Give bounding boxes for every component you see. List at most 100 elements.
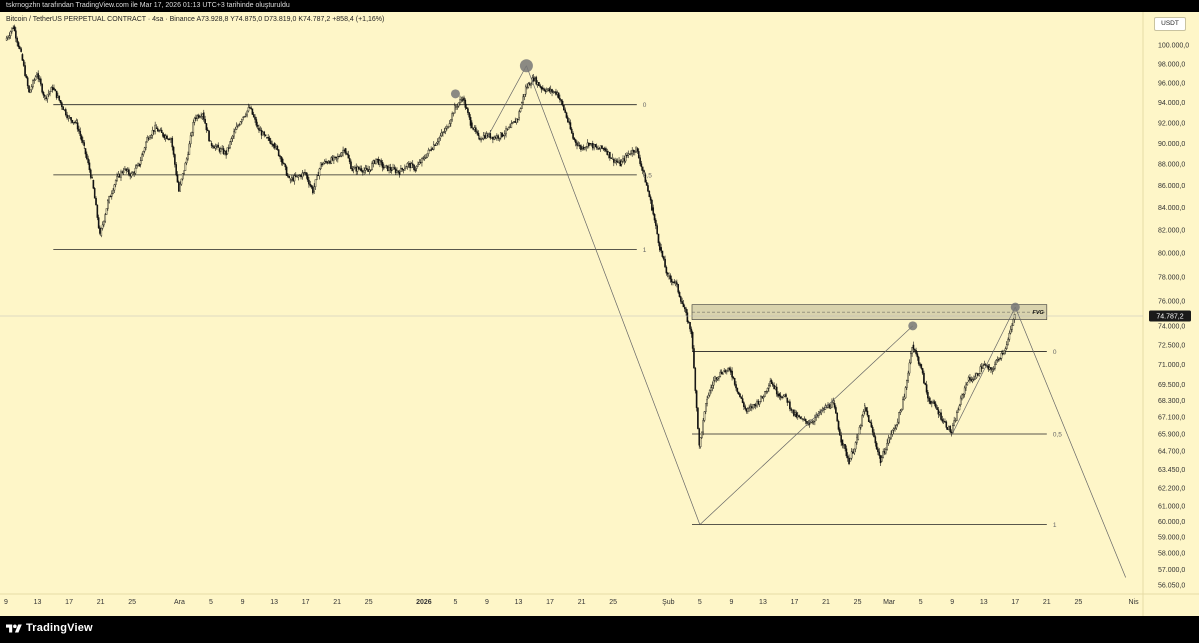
candle-body — [581, 146, 584, 149]
candle-body — [334, 156, 336, 158]
candle-body — [961, 394, 963, 399]
candle-body — [574, 139, 577, 143]
candle-body — [521, 102, 523, 109]
candle-body — [296, 175, 298, 177]
candlestick-chart[interactable]: 100.000,0 98.000,0 96.000,0 94.000,0 92.000,… — [0, 12, 1199, 616]
candle-body — [273, 143, 276, 149]
candle-body — [1009, 329, 1012, 334]
candle-body — [556, 92, 559, 95]
candle-body — [217, 144, 220, 148]
candle-body — [595, 146, 598, 148]
fib-level-label: 1 — [643, 247, 647, 254]
candle-body — [49, 91, 51, 94]
candle-body — [153, 130, 155, 132]
candle-body — [539, 85, 542, 88]
candle-body — [309, 183, 312, 186]
candle-body — [840, 435, 842, 443]
x-tick-label: 5 — [453, 599, 457, 606]
candle-body — [1011, 325, 1013, 330]
chart-area[interactable]: 100.000,0 98.000,0 96.000,0 94.000,0 92.000,… — [0, 12, 1199, 616]
candle-body — [758, 401, 761, 405]
candle-body — [213, 146, 216, 149]
x-tick-label: 21 — [578, 599, 586, 606]
candle-body — [698, 428, 701, 446]
candle-body — [895, 425, 898, 429]
candle-body — [187, 154, 189, 160]
candle-body — [690, 328, 693, 335]
candle-body — [453, 105, 456, 114]
candle-body — [230, 138, 233, 143]
candle-body — [702, 420, 704, 433]
x-tick-label: 9 — [485, 599, 489, 606]
candle-body — [609, 151, 611, 159]
candle-body — [317, 174, 319, 177]
candle-body — [511, 122, 514, 124]
candle-body — [492, 136, 494, 140]
candle-body — [312, 187, 314, 194]
x-tick-label: Ara — [174, 599, 185, 606]
candle-body — [196, 115, 199, 119]
candle-body — [543, 88, 545, 91]
candle-body — [691, 331, 694, 349]
fvg-label: FVG — [1033, 310, 1045, 316]
candle-body — [485, 133, 488, 139]
x-tick-label: 17 — [546, 599, 554, 606]
candle-body — [411, 163, 414, 166]
candle-body — [443, 131, 446, 133]
candle-body — [168, 138, 171, 141]
candle-body — [16, 38, 18, 43]
candle-body — [397, 170, 400, 173]
candle-body — [435, 143, 438, 146]
candle-body — [426, 153, 428, 158]
candle-body — [699, 437, 702, 448]
candle-body — [30, 86, 33, 91]
candle-body — [910, 353, 912, 364]
candle-body — [858, 426, 861, 435]
x-tick-label: 13 — [34, 599, 42, 606]
candle-body — [701, 431, 703, 438]
candle-body — [243, 115, 246, 118]
candle-body — [808, 423, 811, 425]
y-tick-label: 92.000,0 — [1158, 120, 1185, 127]
candle-body — [632, 149, 635, 153]
candle-body — [204, 118, 206, 124]
candle-body — [340, 152, 343, 157]
candle-body — [471, 122, 473, 129]
candle-body — [72, 121, 75, 124]
candle-body — [1013, 314, 1016, 320]
candle-body — [216, 144, 218, 147]
candle-body — [665, 267, 668, 274]
symbol-legend[interactable]: Bitcoin / TetherUS PERPETUAL CONTRACT · … — [6, 16, 385, 23]
x-tick-label: 2026 — [416, 599, 432, 606]
candle-body — [902, 399, 904, 410]
candle-body — [93, 188, 96, 199]
tradingview-brand[interactable]: TradingView — [26, 622, 93, 634]
candle-body — [873, 432, 875, 437]
candle-body — [250, 107, 252, 109]
y-tick-label: 86.000,0 — [1158, 183, 1185, 190]
candle-body — [121, 171, 124, 173]
candle-body — [891, 429, 894, 435]
candle-body — [287, 175, 289, 177]
candle-body — [619, 160, 622, 167]
candle-body — [1003, 350, 1005, 354]
candle-body — [524, 86, 527, 95]
candle-body — [680, 296, 682, 302]
candle-body — [849, 458, 852, 462]
candle-body — [218, 148, 221, 152]
candle-body — [172, 146, 175, 155]
currency-button[interactable]: USDT — [1154, 17, 1186, 31]
candle-body — [304, 172, 306, 174]
candle-body — [882, 451, 885, 458]
candle-body — [846, 455, 849, 459]
x-tick-label: 25 — [609, 599, 617, 606]
candle-body — [422, 157, 425, 159]
candle-body — [126, 169, 129, 172]
candle-body — [628, 153, 631, 155]
candle-body — [363, 170, 365, 173]
candle-body — [672, 281, 674, 283]
candle-body — [923, 372, 925, 384]
candle-body — [552, 91, 555, 93]
candle-body — [988, 367, 991, 370]
tradingview-logo-icon[interactable] — [6, 622, 22, 636]
